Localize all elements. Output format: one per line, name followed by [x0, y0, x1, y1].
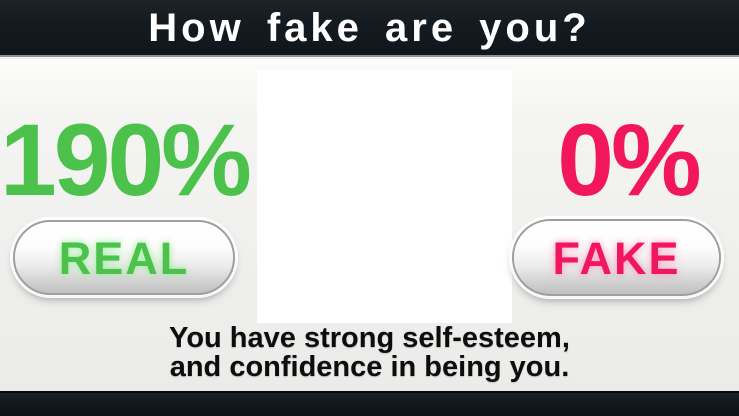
result-area: 190% 0% REAL FAKE You have strong self-e… [0, 59, 739, 391]
bottom-bar [0, 391, 739, 416]
fake-percentage: 0% [557, 103, 701, 217]
fake-button-label: FAKE [552, 233, 681, 284]
fake-button[interactable]: FAKE [512, 219, 721, 296]
title-bar: How fake are you? [0, 0, 739, 57]
real-button[interactable]: REAL [13, 220, 235, 295]
center-panel [257, 70, 512, 323]
caption-line-2: and confidence in being you. [169, 351, 570, 383]
caption-line-1: You have strong self-esteem, [169, 322, 570, 354]
real-percentage: 190% [0, 103, 252, 217]
result-caption: You have strong self-esteem, and confide… [0, 324, 739, 382]
real-button-label: REAL [58, 233, 190, 284]
page-title: How fake are you? [148, 6, 591, 50]
